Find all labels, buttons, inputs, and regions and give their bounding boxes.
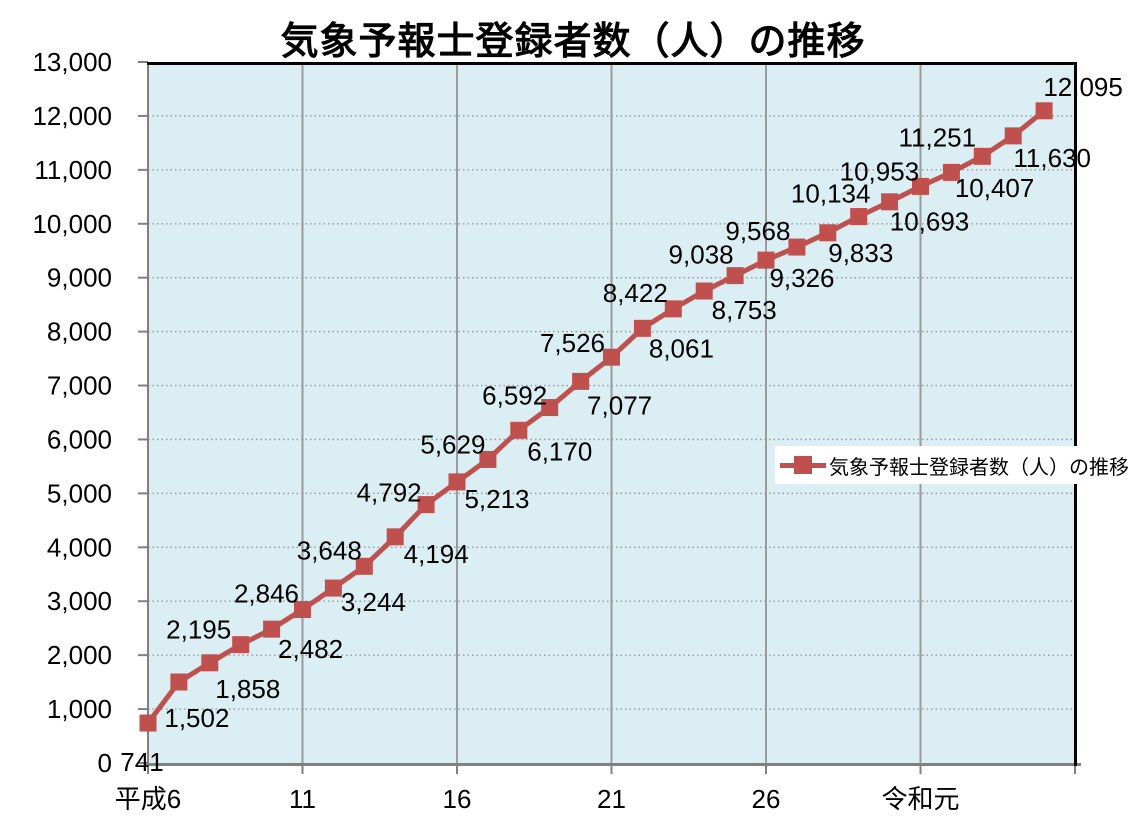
data-point-label: 1,858 [215,674,280,704]
y-axis-label: 4,000 [47,532,112,562]
legend-series-label: 気象予報士登録者数（人）の推移 [829,456,1129,479]
data-point-marker [726,267,744,285]
data-point-label: 6,592 [482,381,547,411]
data-point-label: 4,792 [357,478,422,508]
data-point-label: 9,038 [669,240,734,270]
data-point-label: 2,846 [234,579,299,609]
data-point-label: 8,753 [712,295,777,325]
data-point-label: 9,326 [769,263,834,293]
data-point-marker [603,348,620,366]
data-point-marker [1035,102,1053,120]
data-point-label: 5,629 [420,429,485,459]
data-point-label: 11,630 [1013,143,1091,173]
data-point-marker [324,579,342,597]
data-point-label: 10,693 [890,206,970,236]
legend-series-marker-icon [780,456,826,474]
y-axis-label: 7,000 [47,371,112,401]
data-point-marker [664,300,682,318]
data-point-label: 3,648 [297,535,362,565]
data-point-label: 12,095 [1043,72,1123,102]
data-point-marker [541,399,559,417]
legend-square-icon [794,456,812,474]
y-axis-label: 2,000 [47,640,112,670]
data-point-marker [633,319,651,337]
data-point-label: 9,833 [828,238,893,268]
data-point-label: 10,953 [840,156,920,186]
data-point-label: 8,061 [649,333,714,363]
data-point-label: 7,077 [587,390,652,420]
y-axis-label: 13,000 [32,47,112,77]
data-point-marker [232,636,250,654]
data-point-marker [417,496,435,514]
x-axis-label: 平成6 [115,784,181,814]
y-axis-label: 5,000 [47,478,112,508]
data-point-marker [448,473,466,491]
data-point-marker [201,654,219,672]
data-point-marker [170,673,188,691]
data-point-marker [942,163,960,181]
y-axis-label: 3,000 [47,586,112,616]
chart-title: 気象予報士登録者数（人）の推移 [280,21,866,63]
data-point-marker [479,450,497,468]
y-axis-label: 1,000 [47,694,112,724]
data-point-marker [139,714,157,732]
data-point-label: 2,482 [278,634,343,664]
data-point-label: 11,251 [899,122,977,152]
y-axis-label: 8,000 [47,317,112,347]
y-axis-label: 11,000 [34,155,112,185]
data-point-label: 9,568 [725,216,790,246]
data-point-label: 10,407 [955,173,1035,203]
data-point-label: 3,244 [341,587,406,617]
x-axis-label: 11 [289,784,316,814]
data-point-marker [1004,127,1022,145]
data-point-label: 5,213 [464,484,529,514]
y-axis-label: 9,000 [47,263,112,293]
data-point-label: 2,195 [166,615,231,645]
x-axis-label: 26 [752,784,781,814]
y-axis-label: 0 [98,748,112,778]
data-point-marker [788,238,806,256]
data-point-marker [819,224,837,242]
data-point-marker [572,372,590,390]
legend: 気象予報士登録者数（人）の推移 [775,446,1131,484]
y-axis-label: 6,000 [47,424,112,454]
x-axis-label: 令和元 [881,784,959,814]
data-point-marker [850,208,868,226]
y-axis-label: 10,000 [32,209,112,239]
data-point-marker [912,177,929,195]
data-point-marker [881,193,899,211]
data-point-label: 8,422 [603,278,668,308]
y-axis-label: 12,000 [32,101,112,131]
data-point-label: 741 [120,747,163,777]
x-axis-label: 21 [597,784,626,814]
data-point-label: 10,134 [791,179,871,209]
data-point-label: 6,170 [527,436,592,466]
x-axis-label: 16 [443,784,472,814]
data-point-marker [757,251,775,269]
data-point-marker [695,282,713,300]
data-point-marker [355,557,373,575]
data-point-label: 4,194 [404,539,469,569]
data-point-label: 1,502 [164,703,229,733]
data-point-marker [510,421,528,439]
data-point-marker [973,147,991,165]
data-point-marker [386,528,404,546]
data-point-marker [263,620,281,638]
data-point-marker [294,601,311,619]
data-point-label: 7,526 [540,328,605,358]
